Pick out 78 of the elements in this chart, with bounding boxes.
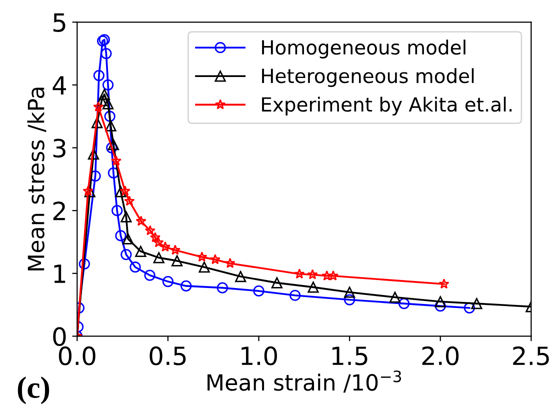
x-tick-label: 0.0 — [58, 346, 96, 366]
point — [322, 270, 332, 281]
x-tick-label: 1.5 — [332, 346, 368, 366]
point — [130, 262, 141, 273]
point — [98, 88, 110, 100]
point — [100, 48, 112, 60]
point — [434, 296, 446, 308]
point — [160, 241, 171, 252]
point — [108, 167, 120, 178]
point — [124, 196, 135, 206]
point — [93, 70, 104, 82]
point — [136, 216, 146, 226]
point — [398, 298, 410, 310]
point — [105, 120, 116, 132]
point — [102, 98, 114, 110]
legend-label: Homogeneous model — [262, 40, 466, 58]
point — [434, 300, 446, 312]
point — [328, 270, 339, 281]
point — [120, 186, 130, 196]
point — [224, 258, 236, 268]
x-tick-label: 1.0 — [242, 346, 277, 366]
point — [122, 233, 134, 244]
point — [115, 230, 126, 242]
point — [198, 262, 210, 273]
point — [216, 282, 228, 294]
text: (c) — [18, 376, 50, 404]
point — [88, 148, 100, 160]
point — [308, 282, 319, 293]
y-axis-title: Mean stress /kPa — [27, 88, 46, 270]
y-tick-label: 0 — [53, 327, 66, 346]
point — [210, 254, 220, 264]
point — [471, 298, 482, 310]
point — [253, 285, 264, 297]
point — [150, 232, 161, 242]
point — [108, 139, 120, 150]
point — [135, 246, 146, 257]
point — [153, 252, 164, 264]
point — [96, 95, 108, 106]
point — [196, 252, 208, 262]
point — [162, 276, 174, 288]
point — [78, 258, 90, 270]
point — [102, 79, 114, 91]
x-axis-title: Mean strain /10$^{−3}$ — [208, 370, 402, 393]
point — [180, 280, 192, 292]
point — [93, 101, 104, 112]
legend-label: Heterogeneous model — [262, 68, 474, 87]
point — [389, 292, 401, 303]
y-tick-label: 2 — [53, 202, 65, 220]
point — [170, 244, 181, 255]
point — [438, 278, 450, 289]
point — [104, 110, 116, 122]
point — [153, 237, 164, 248]
point — [115, 186, 126, 198]
x-tick-label: 0.5 — [150, 346, 186, 366]
point — [344, 294, 356, 306]
point — [110, 155, 122, 166]
point — [106, 142, 118, 154]
point — [464, 302, 475, 314]
point — [112, 205, 123, 216]
point — [92, 117, 103, 128]
point — [144, 225, 156, 236]
point — [294, 268, 305, 279]
point — [307, 269, 318, 280]
x-tick-label: 2.0 — [422, 346, 459, 366]
y-tick-label: 3 — [53, 138, 66, 158]
point — [235, 270, 246, 282]
point — [290, 290, 301, 301]
point — [144, 270, 156, 281]
legend-label: Experiment by Akita et.al. — [262, 96, 512, 116]
y-tick-label: 1 — [54, 264, 66, 283]
point — [120, 248, 132, 260]
point — [271, 277, 282, 288]
y-tick-label: 5 — [53, 13, 66, 32]
point — [344, 286, 356, 298]
y-tick-label: 4 — [52, 76, 66, 94]
point — [171, 255, 183, 266]
point — [120, 211, 132, 222]
x-tick-label: 2.5 — [513, 346, 549, 366]
